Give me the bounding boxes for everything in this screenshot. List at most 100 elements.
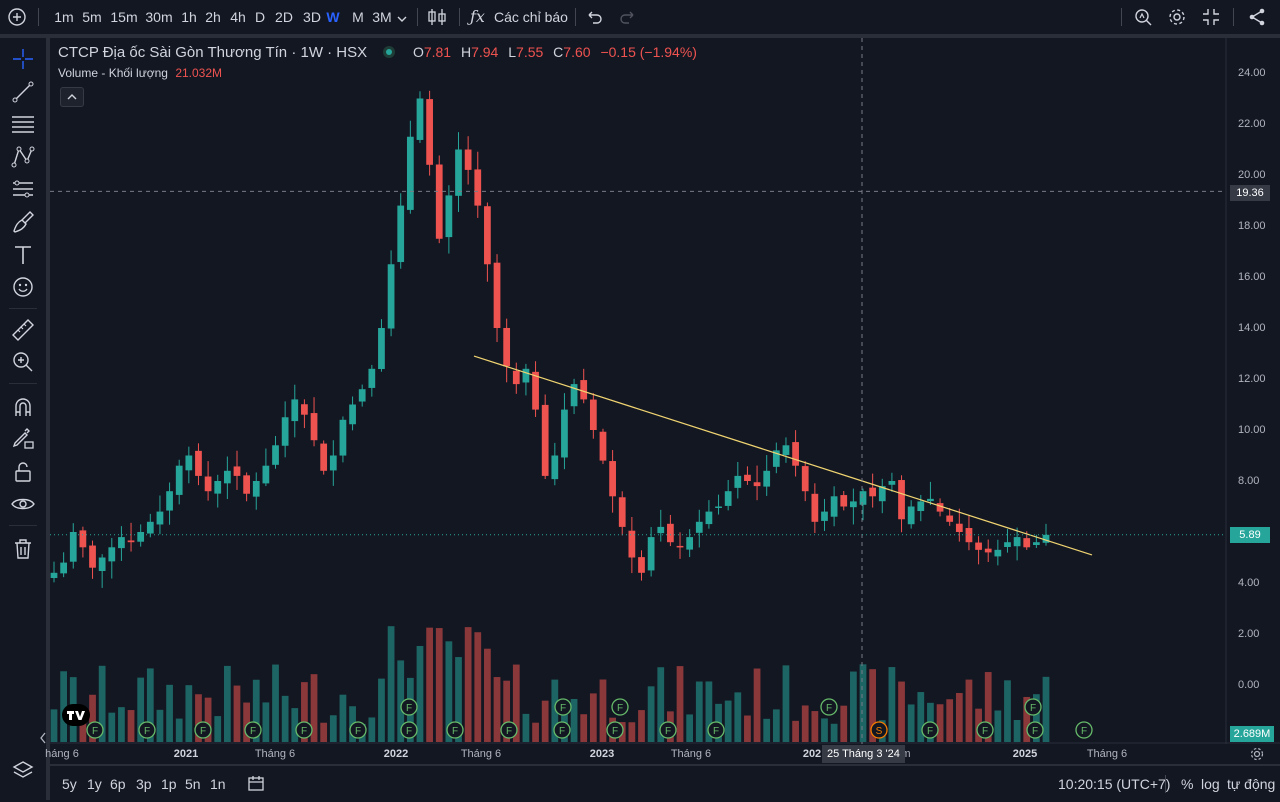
financials-event-badge[interactable]: F <box>1024 698 1042 716</box>
undo-button[interactable] <box>585 9 603 25</box>
financials-event-badge[interactable]: F <box>554 698 572 716</box>
interval-m[interactable]: M <box>352 9 364 25</box>
clock-display[interactable]: 10:20:15 (UTC+7) <box>1058 776 1171 792</box>
percent-toggle[interactable]: % <box>1181 776 1194 792</box>
time-axis-label: 2021 <box>173 748 199 760</box>
calendar-icon <box>248 776 264 791</box>
magnet-tool[interactable] <box>10 394 36 420</box>
candle-body <box>79 530 87 548</box>
financials-event-badge[interactable]: F <box>553 721 571 739</box>
interval-1m[interactable]: 1m <box>54 9 74 25</box>
settings-button[interactable] <box>1167 7 1187 27</box>
range-3p[interactable]: 3p <box>136 776 152 792</box>
object-tree-button[interactable] <box>10 758 36 784</box>
auto-scale-toggle[interactable]: tự động <box>1227 776 1276 792</box>
financials-event-badge[interactable]: F <box>244 721 262 739</box>
interval-w[interactable]: W <box>326 9 340 25</box>
hide-drawings-tool[interactable] <box>10 491 36 517</box>
share-icon <box>1249 8 1265 26</box>
ohlc-low: 7.55 <box>516 44 544 60</box>
range-1n[interactable]: 1n <box>210 776 226 792</box>
financials-event-badge[interactable]: F <box>707 721 725 739</box>
lock-drawings-tool[interactable] <box>10 459 36 485</box>
chart-type-button[interactable] <box>426 7 448 27</box>
measure-tool[interactable] <box>10 317 36 343</box>
financials-event-badge[interactable]: F <box>349 721 367 739</box>
price-axis-label: 18.00 <box>1238 220 1266 232</box>
financials-event-badge[interactable]: F <box>138 721 156 739</box>
interval-more-button[interactable] <box>396 12 408 24</box>
price-axis-label: 20.00 <box>1238 169 1266 181</box>
split-event-badge[interactable]: S <box>870 721 888 739</box>
interval-2h[interactable]: 2h <box>205 9 221 25</box>
financials-event-badge[interactable]: F <box>820 698 838 716</box>
fullscreen-button[interactable] <box>1202 8 1220 26</box>
volume-bar <box>397 660 405 742</box>
range-5n[interactable]: 5n <box>185 776 201 792</box>
text-tool[interactable] <box>10 242 36 268</box>
log-toggle[interactable]: log <box>1201 776 1220 792</box>
financials-event-badge[interactable]: F <box>295 721 313 739</box>
financials-event-badge[interactable]: F <box>194 721 212 739</box>
volume-bar <box>89 694 96 742</box>
interval-1h[interactable]: 1h <box>181 9 197 25</box>
collapse-legend-button[interactable] <box>60 87 84 107</box>
redo-button[interactable] <box>619 9 637 25</box>
zoom-tool[interactable] <box>10 349 36 375</box>
projection-tool[interactable] <box>10 176 36 202</box>
financials-event-badge[interactable]: F <box>1075 721 1093 739</box>
financials-event-badge[interactable]: F <box>606 721 624 739</box>
add-symbol-button[interactable] <box>6 6 28 28</box>
range-5y[interactable]: 5y <box>62 776 77 792</box>
pattern-tool[interactable] <box>10 144 36 170</box>
stay-in-drawing-tool[interactable] <box>10 426 36 452</box>
share-button[interactable] <box>1248 8 1266 26</box>
interval-5m[interactable]: 5m <box>82 9 102 25</box>
volume-bar <box>281 695 289 742</box>
candle-body <box>686 537 694 550</box>
quick-search-button[interactable] <box>1133 7 1153 27</box>
range-6p[interactable]: 6p <box>110 776 126 792</box>
horizontal-lines-tool[interactable] <box>10 111 36 137</box>
axis-settings-button[interactable] <box>1249 746 1265 762</box>
tradingview-logo[interactable] <box>62 704 90 726</box>
date-range-button[interactable] <box>247 774 265 792</box>
financials-event-badge[interactable]: F <box>400 721 418 739</box>
financials-event-badge[interactable]: F <box>611 698 629 716</box>
candle-body <box>589 399 597 430</box>
candle-body <box>888 481 896 485</box>
financials-event-badge[interactable]: F <box>86 721 104 739</box>
candle-body <box>406 136 414 210</box>
crosshair-price-tag: 19.36 <box>1230 185 1270 201</box>
volume-bar <box>772 709 780 742</box>
financials-event-badge[interactable]: F <box>500 721 518 739</box>
remove-drawings-tool[interactable] <box>10 536 36 562</box>
brush-tool[interactable] <box>10 209 36 235</box>
candle-body <box>695 521 703 533</box>
financials-event-badge[interactable]: F <box>446 721 464 739</box>
emoji-tool[interactable] <box>10 274 36 300</box>
interval-3m[interactable]: 3M <box>372 9 392 25</box>
interval-3d[interactable]: 3D <box>303 9 321 25</box>
candle-body <box>89 545 96 568</box>
interval-2d[interactable]: 2D <box>275 9 293 25</box>
volume-label[interactable]: Volume - Khối lượng <box>58 66 168 80</box>
financials-event-badge[interactable]: F <box>921 721 939 739</box>
interval-30m[interactable]: 30m <box>145 9 173 25</box>
crosshair-tool[interactable] <box>10 46 36 72</box>
chart-canvas[interactable]: F F F F F F F F F F F F F S F F F F F F F F F <box>50 38 1280 744</box>
financials-event-badge[interactable]: F <box>400 698 418 716</box>
volume-bar <box>272 664 279 742</box>
volume-bar <box>695 681 703 742</box>
financials-event-badge[interactable]: F <box>976 721 994 739</box>
symbol-title[interactable]: CTCP Địa ốc Sài Gòn Thương Tín · 1W · HS… <box>58 44 368 61</box>
interval-d[interactable]: D <box>254 9 266 25</box>
range-1p[interactable]: 1p <box>161 776 177 792</box>
range-1y[interactable]: 1y <box>87 776 102 792</box>
trendline-tool[interactable] <box>10 79 36 105</box>
financials-event-badge[interactable]: F <box>1026 721 1044 739</box>
interval-4h[interactable]: 4h <box>230 9 246 25</box>
scroll-left-button[interactable] <box>38 730 48 746</box>
interval-15m[interactable]: 15m <box>110 9 138 25</box>
financials-event-badge[interactable]: F <box>659 721 677 739</box>
